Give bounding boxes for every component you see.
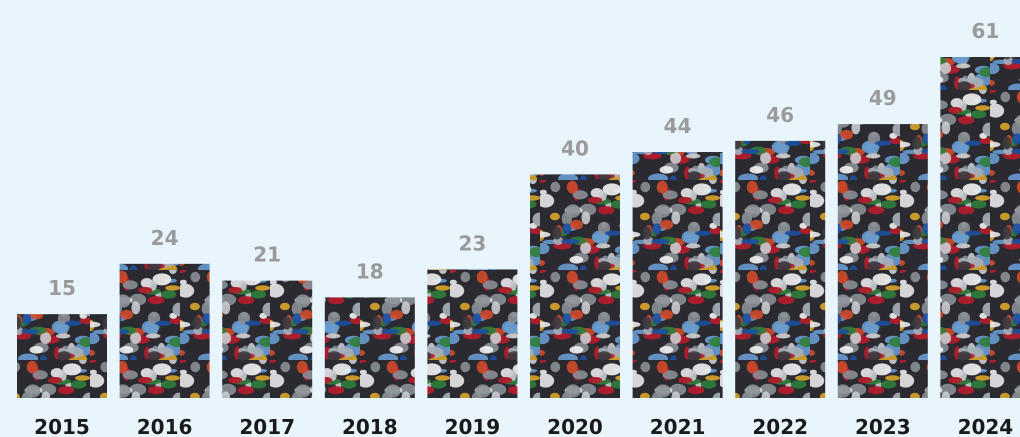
value-label: 21 xyxy=(253,243,281,267)
value-label: 40 xyxy=(561,136,589,160)
x-tick-label: 2024 xyxy=(958,415,1014,437)
value-label: 46 xyxy=(766,103,794,127)
bar xyxy=(427,269,518,398)
value-label: 24 xyxy=(151,226,179,250)
x-tick-label: 2018 xyxy=(342,415,398,437)
x-tick-label: 2015 xyxy=(34,415,90,437)
bar xyxy=(632,152,723,398)
bar xyxy=(837,124,928,398)
x-tick-label: 2019 xyxy=(445,415,501,437)
bar xyxy=(119,263,210,398)
value-label: 61 xyxy=(971,19,999,43)
bar xyxy=(735,140,826,399)
value-label: 49 xyxy=(869,86,897,110)
bar xyxy=(222,280,313,398)
value-label: 44 xyxy=(664,114,692,138)
bar xyxy=(324,297,415,398)
x-tick-label: 2021 xyxy=(650,415,706,437)
value-label: 23 xyxy=(458,231,486,255)
x-tick-label: 2022 xyxy=(752,415,808,437)
bar xyxy=(17,314,107,398)
bar xyxy=(530,174,620,398)
x-tick-label: 2020 xyxy=(547,415,603,437)
value-label: 15 xyxy=(48,276,76,300)
x-tick-label: 2017 xyxy=(239,415,295,437)
bar xyxy=(940,57,1020,398)
x-tick-label: 2023 xyxy=(855,415,911,437)
value-label: 18 xyxy=(356,259,384,283)
x-tick-label: 2016 xyxy=(137,415,193,437)
